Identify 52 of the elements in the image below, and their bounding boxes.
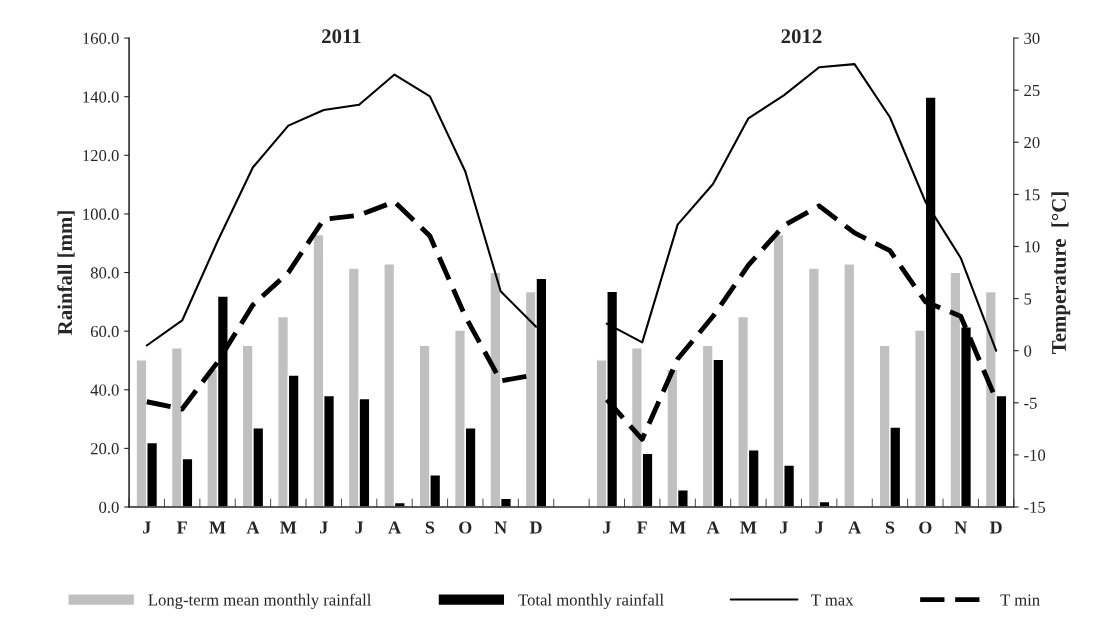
y2-tick-label: 15: [1025, 189, 1040, 201]
x-tick-label: O: [459, 521, 472, 534]
y-tick-label: 100.0: [83, 208, 119, 220]
x-tick-label: J: [815, 521, 824, 534]
y2-tick-label: 5: [1024, 293, 1032, 305]
y-tick-label: 60.0: [90, 325, 119, 338]
y-tick-label: 20.0: [90, 443, 119, 455]
x-tick-label: O: [919, 521, 932, 534]
y2-tick-label: 30: [1024, 32, 1040, 45]
legend-label: Total monthly rainfall: [518, 593, 664, 609]
x-tick-label: M: [209, 521, 226, 534]
y2-tick-label: -15: [1024, 501, 1046, 513]
x-tick-label: N: [954, 521, 968, 534]
x-tick-label: J: [320, 521, 328, 534]
y2-tick-label: 10: [1025, 241, 1040, 253]
y-tick-label: 80.0: [90, 267, 119, 279]
x-tick-label: N: [494, 521, 507, 534]
y-tick-label: 160.0: [83, 32, 119, 45]
y2-tick-label: 25: [1024, 84, 1040, 97]
x-tick-label: A: [706, 521, 720, 534]
legend-label: Long-term mean monthly rainfall: [148, 593, 372, 609]
y2-tick-label: 20: [1024, 136, 1040, 149]
y-axis-title: Rainfall [mm]: [57, 211, 75, 335]
x-tick-label: S: [425, 521, 435, 534]
x-tick-label: J: [355, 521, 364, 534]
x-tick-label: A: [848, 521, 861, 534]
x-tick-label: D: [989, 521, 1002, 534]
y2-tick-label: 0: [1024, 345, 1032, 357]
x-tick-label: S: [885, 521, 895, 534]
x-tick-label: M: [669, 521, 686, 534]
y-tick-label: 0.0: [99, 501, 119, 514]
y2-axis-title: Temperature [°C]: [1051, 192, 1071, 354]
legend-label: T max: [811, 594, 854, 606]
x-tick-label: M: [740, 521, 757, 534]
y2-tick-label: -10: [1024, 449, 1046, 461]
bar: [843, 263, 856, 507]
annotation: 2011: [322, 29, 361, 44]
y2-tick-label: -5: [1024, 397, 1037, 409]
y-tick-label: 140.0: [83, 91, 119, 103]
x-tick-label: J: [143, 521, 151, 534]
x-tick-label: F: [176, 521, 187, 534]
x-tick-label: M: [280, 521, 297, 534]
y-tick-label: 40.0: [90, 384, 119, 396]
x-tick-label: J: [603, 521, 611, 534]
x-tick-label: J: [780, 521, 788, 534]
annotation: 2012: [781, 29, 822, 44]
x-tick-label: D: [529, 521, 542, 534]
legend-label: T min: [1000, 594, 1040, 606]
y-tick-label: 120.0: [83, 150, 119, 162]
x-tick-label: A: [388, 521, 401, 534]
x-tick-label: F: [637, 521, 647, 534]
x-tick-label: A: [246, 521, 260, 534]
